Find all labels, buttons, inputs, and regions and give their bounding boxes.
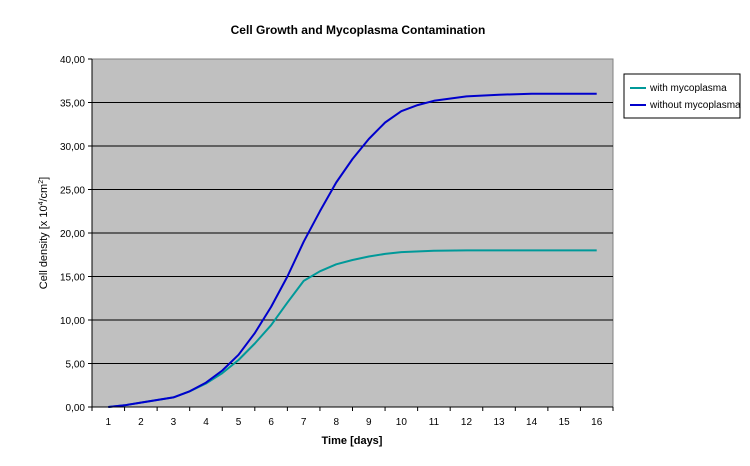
y-axis-label-sup1: 4 — [38, 201, 45, 205]
x-tick-label: 5 — [236, 417, 242, 428]
series-line-without-mycoplasma — [108, 92, 597, 408]
x-tick-label: 4 — [203, 417, 209, 428]
x-axis-label: Time [days] — [322, 435, 383, 447]
y-tick-label: 35,00 — [60, 99, 85, 110]
y-axis-label-mid: /cm — [38, 184, 50, 202]
y-tick-label: 15,00 — [60, 273, 85, 284]
y-axis-label-main: Cell density [x 10 — [38, 205, 50, 289]
x-tick-label: 8 — [333, 417, 339, 428]
y-axis-label-end: ] — [38, 177, 50, 180]
y-tick-label: 40,00 — [60, 55, 85, 66]
y-tick-label: 10,00 — [60, 316, 85, 327]
y-axis-ticks: 0,00 5,00 10,00 15,00 20,00 25,00 30,00 35,00 40… — [60, 55, 92, 414]
legend: with mycoplasma without mycoplasma — [623, 73, 741, 119]
x-tick-label: 3 — [171, 417, 177, 428]
y-tick-label: 25,00 — [60, 186, 85, 197]
x-tick-label: 14 — [526, 417, 538, 428]
x-axis-ticks: 1 2 3 4 5 6 7 8 9 10 11 12 13 14 15 16 — [91, 407, 614, 428]
x-tick-label: 7 — [301, 417, 307, 428]
x-tick-label: 2 — [138, 417, 144, 428]
y-tick-label: 0,00 — [66, 403, 86, 414]
x-tick-label: 16 — [591, 417, 603, 428]
y-tick-label: 30,00 — [60, 142, 85, 153]
x-tick-label: 6 — [268, 417, 274, 428]
x-tick-label: 9 — [366, 417, 372, 428]
x-tick-label: 1 — [106, 417, 112, 428]
y-tick-label: 5,00 — [66, 360, 86, 371]
y-tick-label: 20,00 — [60, 229, 85, 240]
legend-box — [623, 73, 741, 119]
chart-title: Cell Growth and Mycoplasma Contamination — [231, 23, 486, 37]
x-tick-label: 11 — [429, 417, 440, 428]
grid-lines — [92, 102, 613, 364]
legend-entry-without-mycoplasma: without mycoplasma — [649, 100, 741, 111]
legend-entry-with-mycoplasma: with mycoplasma — [649, 83, 727, 94]
series-lines — [108, 92, 597, 408]
x-tick-label: 15 — [559, 417, 571, 428]
y-axis-label-sup2: 2 — [38, 180, 45, 184]
x-tick-label: 12 — [461, 417, 473, 428]
x-tick-label: 13 — [493, 417, 505, 428]
y-axis-label: Cell density [x 104/cm2] — [38, 177, 50, 289]
x-tick-label: 10 — [396, 417, 408, 428]
